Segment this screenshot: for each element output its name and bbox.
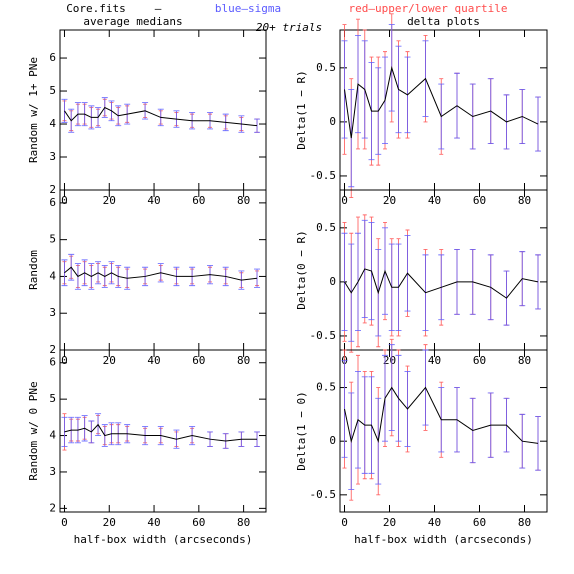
x-tick-label: 80 <box>518 354 531 367</box>
x-tick-label: 40 <box>428 194 441 207</box>
x-tick-label: 0 <box>341 194 348 207</box>
y-axis-label: Random w/ 0 PNe <box>27 381 40 480</box>
x-tick-label: 20 <box>383 194 396 207</box>
y-tick-label: 6 <box>49 51 56 64</box>
file-name: Core.fits <box>66 2 126 15</box>
y-tick-label: 0 <box>329 434 336 447</box>
y-tick-label: 4 <box>49 429 56 442</box>
y-tick-label: 0.5 <box>316 381 336 394</box>
x-tick-label: 60 <box>473 194 486 207</box>
x-tick-label: 40 <box>428 516 441 529</box>
y-tick-label: 2 <box>49 343 56 356</box>
note: 20+ trials <box>256 21 322 34</box>
error-bar <box>535 254 541 310</box>
y-tick-label: 4 <box>49 269 56 282</box>
error-bar <box>535 416 541 471</box>
y-axis-label: Delta(1 − 0) <box>295 391 308 470</box>
panel-frame <box>339 349 548 513</box>
y-tick-label: -0.5 <box>310 329 337 342</box>
y-tick-label: -0.5 <box>310 488 337 501</box>
y-tick-label: 0 <box>329 275 336 288</box>
x-tick-label: 60 <box>192 354 205 367</box>
panel-frame <box>59 349 267 513</box>
x-axis-label: half-box width (arcseconds) <box>354 533 533 546</box>
x-tick-label: 0 <box>341 516 348 529</box>
y-axis-label: Delta(0 − R) <box>295 230 308 309</box>
x-tick-label: 0 <box>61 354 68 367</box>
y-axis-label: Random w/ 1+ PNe <box>27 57 40 163</box>
y-tick-label: 3 <box>49 465 56 478</box>
median-line <box>64 266 258 281</box>
y-tick-label: -0.5 <box>310 169 337 182</box>
y-tick-label: 3 <box>49 306 56 319</box>
x-axis-label: half-box width (arcseconds) <box>74 533 253 546</box>
y-tick-label: 5 <box>49 84 56 97</box>
x-tick-label: 80 <box>237 194 250 207</box>
median-line <box>344 386 539 444</box>
y-axis-label: Random <box>27 250 40 290</box>
median-line <box>344 65 539 139</box>
median-line <box>64 106 258 127</box>
y-tick-label: 5 <box>49 392 56 405</box>
x-tick-label: 20 <box>383 354 396 367</box>
x-tick-label: 40 <box>147 354 160 367</box>
x-tick-label: 20 <box>103 516 116 529</box>
median-line <box>344 268 539 299</box>
y-tick-label: 2 <box>49 501 56 514</box>
y-tick-label: 0.5 <box>316 221 336 234</box>
panel-title: delta plots <box>407 15 480 28</box>
x-tick-label: 0 <box>61 194 68 207</box>
x-tick-label: 20 <box>103 354 116 367</box>
x-tick-label: 80 <box>237 516 250 529</box>
legend-quartile: red–upper/lower quartile <box>349 2 508 15</box>
y-tick-label: 6 <box>49 196 56 209</box>
y-tick-label: 3 <box>49 150 56 163</box>
y-tick-label: 0 <box>329 115 336 128</box>
x-tick-label: 40 <box>428 354 441 367</box>
x-tick-label: 60 <box>473 516 486 529</box>
x-tick-label: 40 <box>147 194 160 207</box>
error-bar <box>341 40 348 139</box>
x-tick-label: 80 <box>518 516 531 529</box>
y-tick-label: 0.5 <box>316 61 336 74</box>
error-bar <box>61 98 68 123</box>
x-tick-label: 20 <box>383 516 396 529</box>
x-tick-label: 20 <box>103 194 116 207</box>
y-tick-label: 6 <box>49 356 56 369</box>
x-tick-label: 80 <box>518 194 531 207</box>
x-tick-label: 0 <box>61 516 68 529</box>
legend-dash: – <box>155 2 162 15</box>
y-axis-label: Delta(1 − R) <box>295 70 308 149</box>
x-tick-label: 60 <box>473 354 486 367</box>
y-tick-label: 5 <box>49 233 56 246</box>
median-line <box>64 423 258 442</box>
error-bar <box>341 360 348 458</box>
panel-title: average medians <box>83 15 182 28</box>
y-tick-label: 2 <box>49 183 56 196</box>
x-tick-label: 60 <box>192 194 205 207</box>
x-tick-label: 40 <box>147 516 160 529</box>
x-tick-label: 60 <box>192 516 205 529</box>
y-tick-label: 4 <box>49 117 56 130</box>
legend-sigma: blue–sigma <box>215 2 281 15</box>
x-tick-label: 80 <box>237 354 250 367</box>
